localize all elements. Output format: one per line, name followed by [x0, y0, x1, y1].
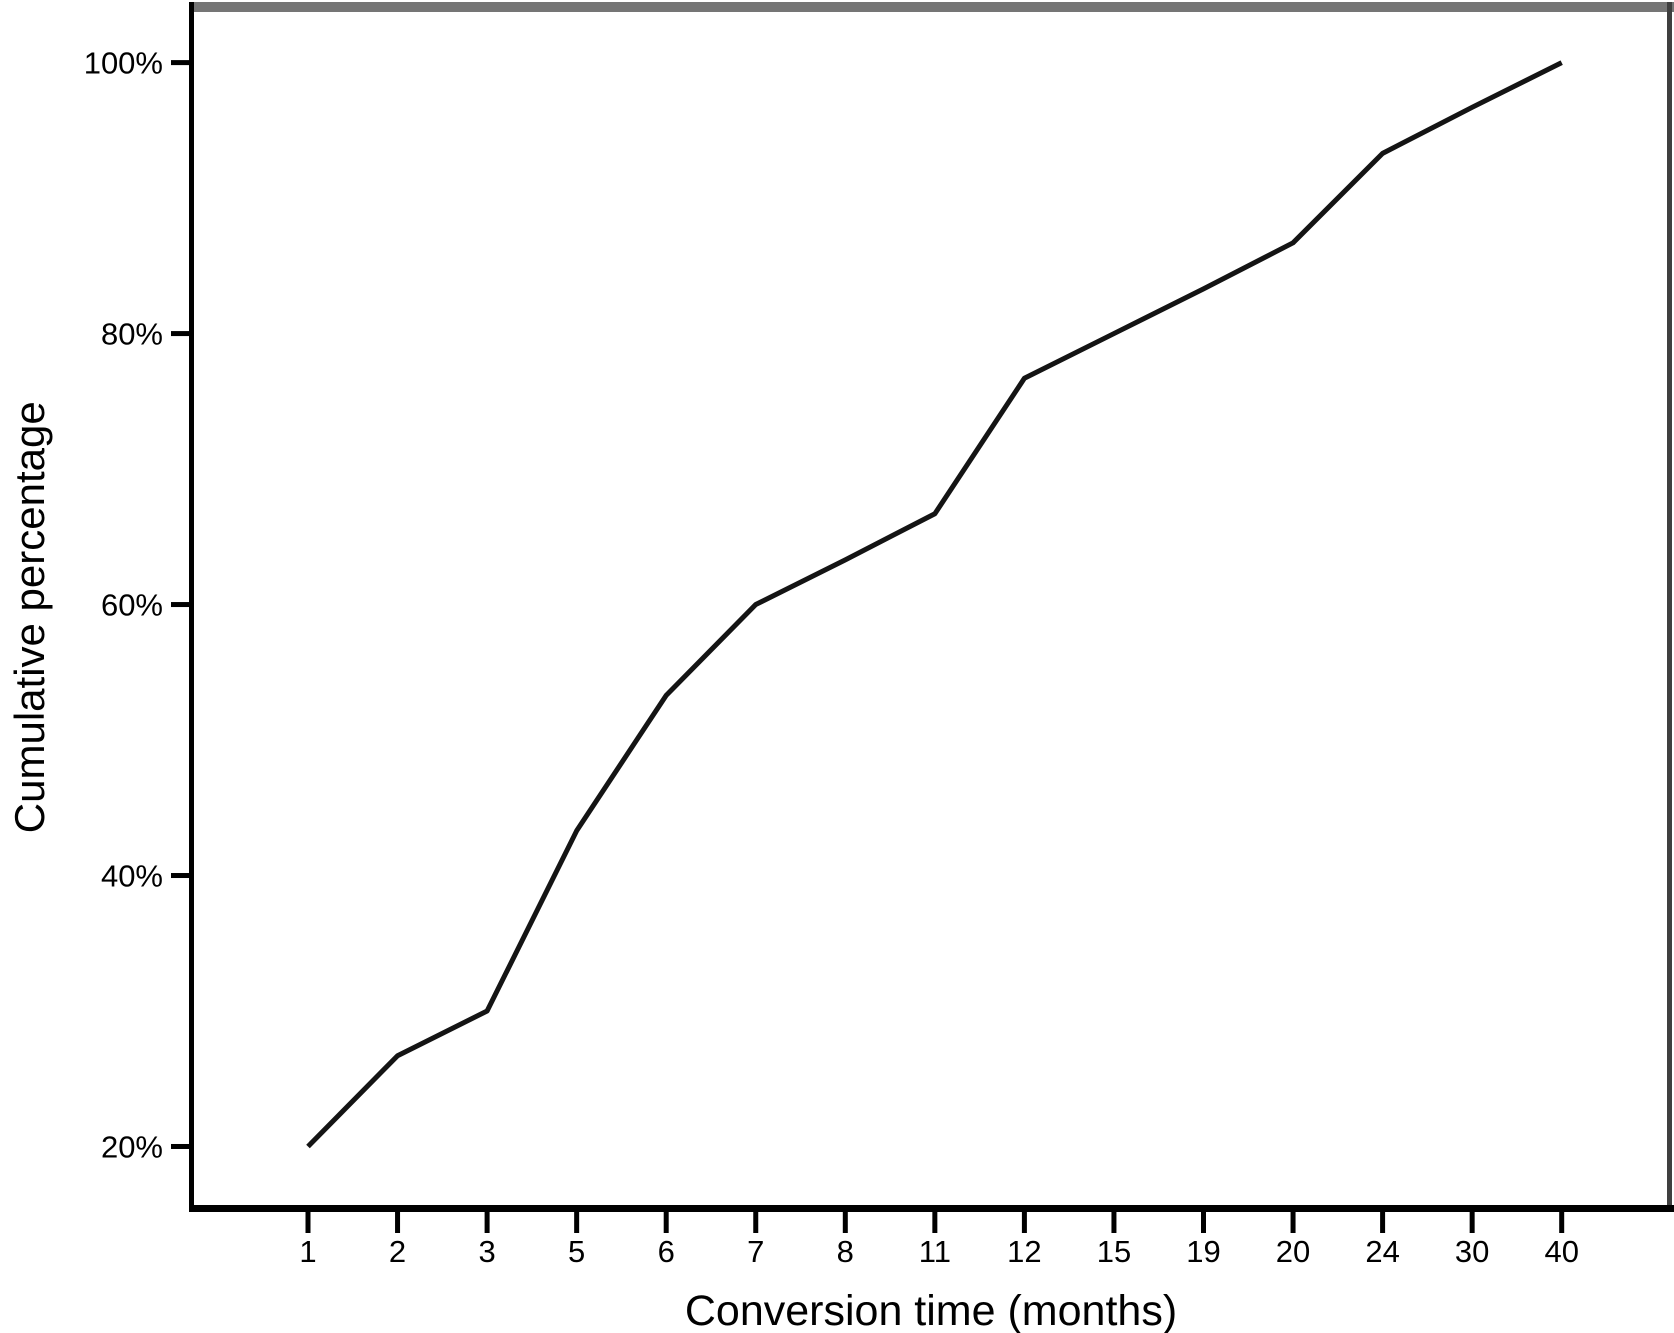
x-tick	[1201, 1211, 1206, 1233]
x-tick-label: 6	[658, 1234, 675, 1269]
plot-frame-top	[189, 2, 1674, 12]
y-tick	[171, 60, 189, 66]
x-tick	[395, 1211, 401, 1233]
x-tick	[842, 1211, 848, 1233]
y-tick-label: 100%	[84, 46, 163, 81]
x-tick-label: 3	[478, 1234, 495, 1269]
x-tick-label: 8	[837, 1234, 854, 1269]
x-tick	[753, 1211, 759, 1233]
x-tick-label: 15	[1097, 1234, 1131, 1269]
x-tick-label: 12	[1007, 1234, 1041, 1269]
x-tick-label: 7	[747, 1234, 764, 1269]
x-tick-label: 24	[1365, 1234, 1399, 1269]
y-tick	[171, 602, 189, 608]
plot-frame-right	[1667, 2, 1672, 1212]
y-axis-title: Cumulative percentage	[5, 401, 53, 834]
x-tick	[1559, 1211, 1565, 1233]
x-tick-label: 5	[568, 1234, 585, 1269]
x-tick-label: 2	[389, 1234, 406, 1269]
cumulative-percentage-line	[306, 60, 1563, 1149]
y-tick	[171, 873, 189, 879]
y-axis-line	[189, 2, 194, 1212]
x-tick-label: 20	[1276, 1234, 1310, 1269]
x-tick-label: 11	[919, 1234, 951, 1269]
y-tick-label: 20%	[101, 1129, 163, 1164]
y-tick-label: 40%	[101, 859, 163, 894]
x-tick	[932, 1211, 938, 1233]
x-tick-label: 40	[1544, 1234, 1578, 1269]
x-tick	[574, 1211, 580, 1233]
x-tick	[663, 1211, 669, 1233]
x-tick	[1021, 1211, 1027, 1233]
x-tick	[1469, 1211, 1475, 1233]
x-tick	[1290, 1211, 1296, 1233]
x-axis-title: Conversion time (months)	[684, 1287, 1178, 1333]
x-tick	[305, 1211, 311, 1233]
x-tick	[1380, 1211, 1386, 1233]
y-tick-label: 60%	[101, 588, 163, 623]
x-tick	[1111, 1211, 1117, 1233]
x-tick	[484, 1211, 490, 1233]
x-tick-label: 1	[299, 1234, 316, 1269]
x-tick-label: 30	[1455, 1234, 1489, 1269]
y-tick	[171, 331, 189, 337]
y-tick-label: 80%	[101, 317, 163, 352]
x-axis-line	[189, 1205, 1674, 1212]
y-tick	[171, 1143, 189, 1149]
x-tick-label: 19	[1186, 1234, 1220, 1269]
